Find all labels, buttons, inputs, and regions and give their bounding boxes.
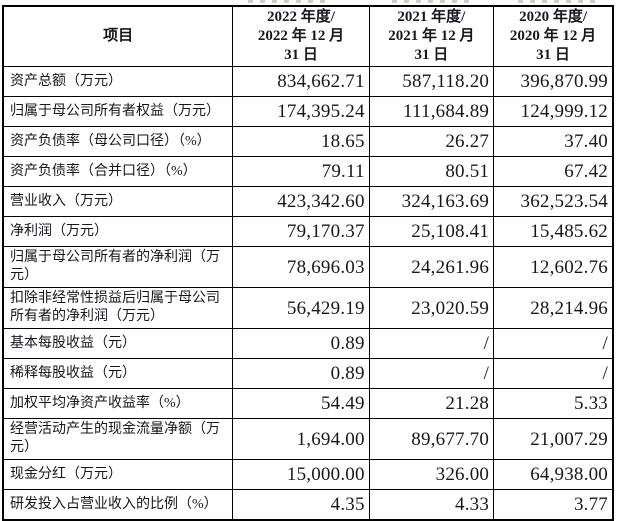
table-row: 归属于母公司所有者的净利润（万元） 78,696.03 24,261.96 12,60… bbox=[2, 246, 614, 288]
row-value: 396,870.99 bbox=[493, 66, 614, 97]
table-row: 研发投入占营业收入的比例（%） 4.35 4.33 3.77 bbox=[2, 489, 614, 521]
row-value: 21,007.29 bbox=[493, 418, 614, 460]
row-value: 324,163.69 bbox=[368, 186, 495, 217]
row-item-label: 资产总额（万元） bbox=[2, 66, 234, 97]
row-value: 56,429.19 bbox=[232, 287, 370, 329]
header-cell-2021: 2021 年度/ 2021 年 12 月 31 日 bbox=[368, 5, 495, 67]
row-value: 834,662.71 bbox=[232, 66, 370, 97]
row-value: 111,684.89 bbox=[368, 96, 495, 127]
table-body: 资产总额（万元） 834,662.71 587,118.20 396,870.99 归属… bbox=[2, 66, 614, 521]
row-value: 0.89 bbox=[232, 358, 370, 389]
financial-table: 项目 2022 年度/ 2022 年 12 月 31 日 2021 年度/ 20… bbox=[2, 5, 614, 521]
row-item-label: 经营活动产生的现金流量净额（万元） bbox=[2, 418, 234, 460]
cropped-text-artifact bbox=[248, 0, 332, 3]
cropped-text-artifact bbox=[392, 0, 470, 3]
row-item-label: 资产负债率（合并口径）（%） bbox=[2, 156, 234, 187]
table-header: 项目 2022 年度/ 2022 年 12 月 31 日 2021 年度/ 20… bbox=[2, 5, 614, 67]
table-row: 营业收入（万元） 423,342.60 324,163.69 362,523.54 bbox=[2, 186, 614, 217]
table-row: 基本每股收益（元） 0.89// bbox=[2, 328, 614, 359]
row-value: 89,677.70 bbox=[368, 418, 495, 460]
row-value: / bbox=[493, 328, 614, 359]
row-value: 15,000.00 bbox=[232, 459, 370, 490]
row-value: 326.00 bbox=[368, 459, 495, 490]
row-value: 80.51 bbox=[368, 156, 495, 187]
row-value: 24,261.96 bbox=[368, 246, 495, 288]
row-value: / bbox=[368, 328, 495, 359]
row-item-label: 扣除非经常性损益后归属于母公司所有者的净利润（万元） bbox=[2, 287, 234, 329]
table-row: 归属于母公司所有者权益（万元） 174,395.24 111,684.89 124,9… bbox=[2, 96, 614, 127]
row-value: 423,342.60 bbox=[232, 186, 370, 217]
header-cell-item: 项目 bbox=[2, 5, 234, 67]
table-row: 资产负债率（合并口径）（%） 79.11 80.51 67.42 bbox=[2, 156, 614, 187]
table-row: 净利润（万元） 79,170.37 25,108.41 15,485.62 bbox=[2, 216, 614, 247]
row-item-label: 归属于母公司所有者的净利润（万元） bbox=[2, 246, 234, 288]
row-value: 4.35 bbox=[232, 489, 370, 521]
table-row: 扣除非经常性损益后归属于母公司所有者的净利润（万元） 56,429.19 23,02… bbox=[2, 287, 614, 329]
row-item-label: 资产负债率（母公司口径）（%） bbox=[2, 126, 234, 157]
row-item-label: 研发投入占营业收入的比例（%） bbox=[2, 489, 234, 521]
table-row: 稀释每股收益（元） 0.89// bbox=[2, 358, 614, 389]
row-item-label: 基本每股收益（元） bbox=[2, 328, 234, 359]
row-value: 26.27 bbox=[368, 126, 495, 157]
row-value: 3.77 bbox=[493, 489, 614, 521]
row-value: 18.65 bbox=[232, 126, 370, 157]
row-value: / bbox=[493, 358, 614, 389]
row-item-label: 营业收入（万元） bbox=[2, 186, 234, 217]
header-cell-2022: 2022 年度/ 2022 年 12 月 31 日 bbox=[232, 5, 370, 67]
table-row: 加权平均净资产收益率（%） 54.49 21.28 5.33 bbox=[2, 388, 614, 419]
row-item-label: 归属于母公司所有者权益（万元） bbox=[2, 96, 234, 127]
table-row: 资产负债率（母公司口径）（%） 18.65 26.27 37.40 bbox=[2, 126, 614, 157]
row-value: 12,602.76 bbox=[493, 246, 614, 288]
row-item-label: 净利润（万元） bbox=[2, 216, 234, 247]
row-value: 23,020.59 bbox=[368, 287, 495, 329]
header-row: 项目 2022 年度/ 2022 年 12 月 31 日 2021 年度/ 20… bbox=[2, 5, 614, 67]
cropped-text-artifact bbox=[518, 0, 600, 3]
row-value: 124,999.12 bbox=[493, 96, 614, 127]
row-value: 79.11 bbox=[232, 156, 370, 187]
row-value: 67.42 bbox=[493, 156, 614, 187]
row-value: / bbox=[368, 358, 495, 389]
table-row: 现金分红（万元） 15,000.00 326.00 64,938.00 bbox=[2, 459, 614, 490]
row-value: 25,108.41 bbox=[368, 216, 495, 247]
row-value: 64,938.00 bbox=[493, 459, 614, 490]
row-value: 78,696.03 bbox=[232, 246, 370, 288]
row-value: 54.49 bbox=[232, 388, 370, 419]
table-row: 经营活动产生的现金流量净额（万元） 1,694.00 89,677.70 21,007… bbox=[2, 418, 614, 460]
row-value: 362,523.54 bbox=[493, 186, 614, 217]
row-item-label: 加权平均净资产收益率（%） bbox=[2, 388, 234, 419]
row-value: 0.89 bbox=[232, 328, 370, 359]
row-value: 37.40 bbox=[493, 126, 614, 157]
row-item-label: 稀释每股收益（元） bbox=[2, 358, 234, 389]
row-value: 79,170.37 bbox=[232, 216, 370, 247]
row-value: 174,395.24 bbox=[232, 96, 370, 127]
row-value: 15,485.62 bbox=[493, 216, 614, 247]
row-item-label: 现金分红（万元） bbox=[2, 459, 234, 490]
row-value: 587,118.20 bbox=[368, 66, 495, 97]
row-value: 21.28 bbox=[368, 388, 495, 419]
row-value: 28,214.96 bbox=[493, 287, 614, 329]
row-value: 4.33 bbox=[368, 489, 495, 521]
row-value: 5.33 bbox=[493, 388, 614, 419]
row-value: 1,694.00 bbox=[232, 418, 370, 460]
table-row: 资产总额（万元） 834,662.71 587,118.20 396,870.99 bbox=[2, 66, 614, 97]
header-cell-2020: 2020 年度/ 2020 年 12 月 31 日 bbox=[493, 5, 614, 67]
